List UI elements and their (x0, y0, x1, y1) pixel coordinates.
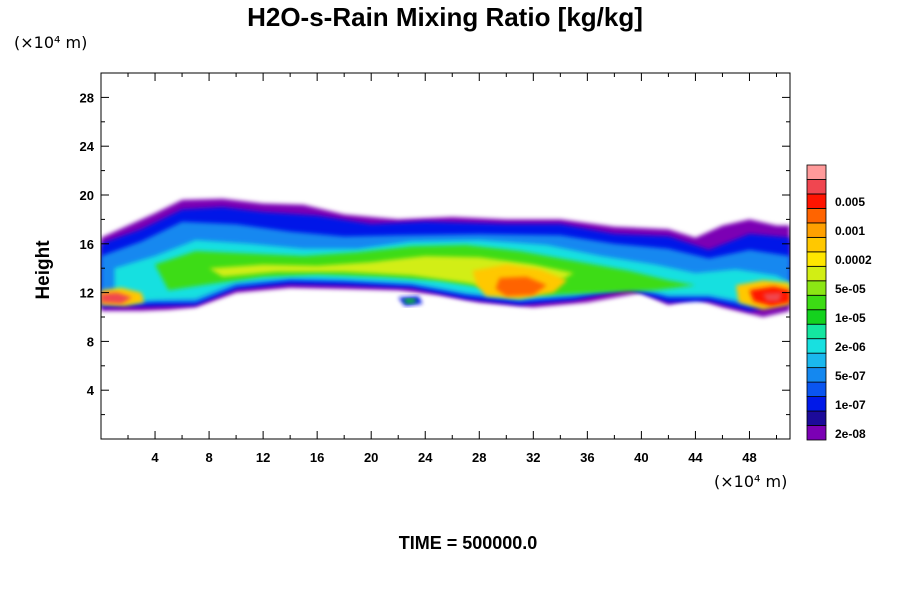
x-tick-label: 36 (580, 450, 594, 465)
colorbar-swatch (806, 323, 827, 340)
colorbar-swatch (806, 367, 827, 383)
x-tick-label: 4 (151, 450, 159, 465)
plot-frame (100, 72, 791, 440)
x-tick-label: 40 (634, 450, 648, 465)
x-tick-label: 48 (742, 450, 756, 465)
chart-title: H2O-s-Rain Mixing Ratio [kg/kg] (247, 2, 643, 32)
y-tick-label: 28 (80, 90, 94, 105)
y-tick-label: 16 (80, 237, 94, 252)
x-tick-label: 24 (418, 450, 433, 465)
colorbar-swatch (806, 425, 827, 441)
x-tick-label: 20 (364, 450, 378, 465)
colorbar-label: 1e-05 (835, 311, 866, 325)
colorbar-label: 0.001 (835, 224, 865, 238)
colorbar-swatch (806, 265, 827, 282)
colorbar-swatch (806, 222, 827, 238)
colorbar-label: 2e-06 (835, 340, 866, 354)
field-contour (403, 298, 416, 304)
colorbar-swatch (806, 294, 827, 311)
x-tick-label: 12 (256, 450, 270, 465)
colorbar-swatch (806, 164, 827, 180)
colorbar-swatch (806, 280, 827, 296)
x-tick-label: 8 (205, 450, 212, 465)
y-tick-label: 20 (80, 188, 94, 203)
colorbar-swatch (806, 338, 827, 354)
x-unit-label: (×10⁴ m) (714, 472, 787, 491)
field-contour (763, 292, 782, 302)
y-tick-label: 4 (87, 383, 95, 398)
colorbar-swatch (806, 179, 827, 195)
colorbar-swatch (806, 396, 827, 412)
colorbar-swatch (806, 381, 827, 397)
field-contour (495, 276, 547, 297)
y-tick-label: 12 (80, 286, 94, 301)
colorbar-label: 1e-07 (835, 398, 866, 412)
colorbar-swatch (806, 410, 827, 426)
time-label: TIME = 500000.0 (399, 533, 538, 553)
colorbar-swatch (806, 208, 827, 224)
field-contour (101, 292, 133, 304)
colorbar-swatch (806, 193, 827, 209)
mixing-ratio-field (101, 198, 790, 317)
y-unit-label: (×10⁴ m) (14, 33, 87, 52)
x-tick-label: 44 (688, 450, 703, 465)
colorbar-swatch (806, 309, 827, 325)
colorbar-swatch (806, 352, 827, 369)
x-tick-label: 28 (472, 450, 486, 465)
y-tick-label: 8 (87, 334, 94, 349)
colorbar-label: 0.0002 (835, 253, 872, 267)
colorbar-label: 5e-05 (835, 282, 866, 296)
colorbar-label: 0.005 (835, 195, 865, 209)
x-tick-label: 16 (310, 450, 324, 465)
colorbar-label: 5e-07 (835, 369, 866, 383)
y-tick-label: 24 (80, 139, 95, 154)
x-tick-label: 32 (526, 450, 540, 465)
colorbar-label: 2e-08 (835, 427, 866, 441)
colorbar-swatch (806, 236, 827, 253)
y-axis: 4 8 12 16 20 24 28 (80, 90, 790, 416)
colorbar-swatch (806, 251, 827, 267)
y-axis-label: Height (33, 240, 54, 300)
x-axis: 4 8 12 16 20 24 28 32 36 40 44 48 (127, 73, 777, 465)
colorbar: 2e-08 1e-07 5e-07 2e-06 1e-05 5e-05 0.0002 0.00… (806, 164, 872, 441)
